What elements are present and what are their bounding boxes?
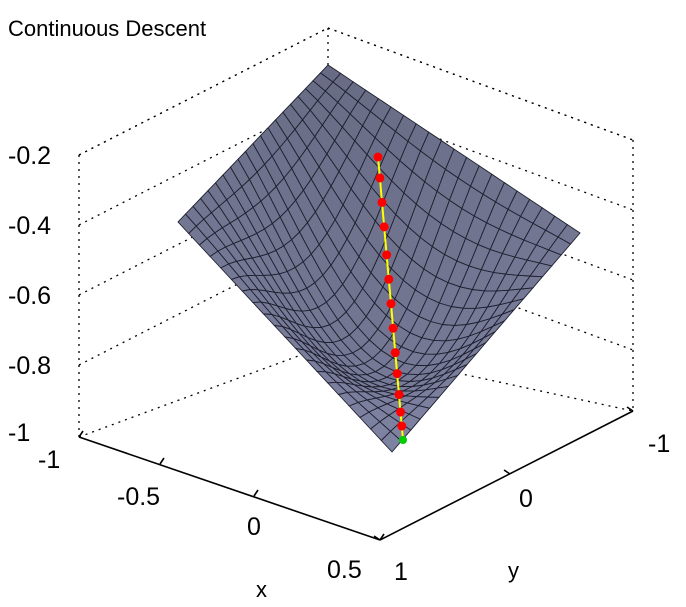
descent-point-5 — [384, 274, 394, 284]
y-axis-line — [379, 410, 634, 541]
z-tick-label-3: -0.8 — [8, 352, 51, 380]
x-tick-label-1: -0.5 — [117, 483, 160, 511]
descent-point-0 — [373, 152, 383, 162]
x-tick-label-0: -1 — [38, 446, 60, 474]
descent-point-11 — [396, 407, 406, 417]
surface-face — [557, 223, 581, 245]
descent-end-point — [399, 436, 407, 444]
descent-point-3 — [379, 222, 389, 232]
box-edge-4 — [78, 344, 329, 438]
descent-point-9 — [392, 369, 402, 379]
descent-path — [373, 152, 407, 444]
y-tick-label-1: 0 — [519, 485, 533, 513]
z-tick-label-2: -0.6 — [8, 282, 51, 310]
descent-point-7 — [388, 323, 398, 333]
z-tick-label-0: -0.2 — [8, 142, 51, 170]
z-tick-label-1: -0.4 — [8, 212, 51, 240]
tick-labels: -0.2 -0.4 -0.6 -0.8 -1 -1 -0.5 0 0.5 -1 0 1 — [8, 142, 670, 586]
y-tick-label-2: 1 — [394, 558, 408, 586]
x-axis-line — [78, 436, 381, 541]
y-tick-1 — [503, 469, 511, 475]
y-tick-2 — [373, 535, 381, 541]
y-tick-label-0: -1 — [648, 430, 670, 458]
descent-point-6 — [386, 299, 396, 309]
z-grid-left-0 — [78, 27, 329, 156]
descent-point-1 — [375, 173, 385, 183]
x-tick-3 — [379, 533, 385, 541]
descent-point-8 — [390, 348, 400, 358]
chart-title: Continuous Descent — [8, 16, 206, 41]
y-tick-0 — [626, 406, 634, 412]
x-tick-label-3: 0.5 — [327, 556, 362, 584]
y-axis-label: y — [508, 558, 519, 583]
descent-point-4 — [382, 250, 392, 260]
x-axis-label: x — [256, 577, 267, 602]
x-tick-2 — [253, 489, 259, 497]
descent-point-2 — [377, 197, 387, 207]
descent-point-12 — [397, 421, 407, 431]
z-grid-right-1 — [327, 97, 634, 211]
axes-frame — [78, 406, 634, 541]
box-edge-5 — [327, 344, 634, 412]
x-tick-label-2: 0 — [247, 513, 261, 541]
z-grid-right-0 — [327, 27, 634, 141]
x-tick-1 — [159, 457, 165, 465]
surface-mesh — [177, 64, 581, 453]
z-tick-label-4: -1 — [8, 419, 30, 447]
descent-point-10 — [394, 390, 404, 400]
x-tick-0 — [78, 430, 84, 438]
